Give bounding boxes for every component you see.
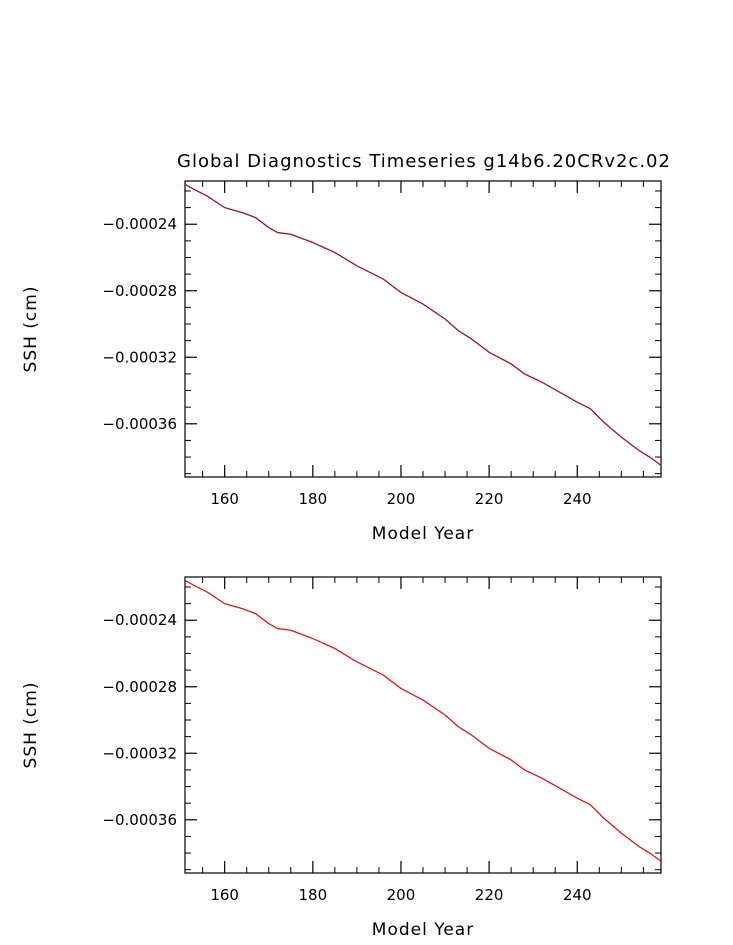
top-x-tick-label: 220 (475, 490, 504, 508)
bottom-plot-frame (184, 576, 662, 874)
top-x-tick-label: 200 (387, 490, 416, 508)
bottom-x-tick-label: 160 (210, 886, 239, 904)
top-x-tick-label: 240 (563, 490, 592, 508)
top-y-tick-label: −0.00036 (102, 415, 177, 433)
chart-title: Global Diagnostics Timeseries g14b6.20CR… (177, 151, 671, 172)
top-x-tick-label: 180 (298, 490, 327, 508)
bottom-y-tick-label: −0.00024 (102, 611, 177, 629)
bottom-y-tick-label: −0.00036 (102, 811, 177, 829)
top-chart-panel: 160 180 200 220 240 −0.00024 −0.00028 −0.00032 −… (21, 180, 662, 544)
top-series-line (184, 183, 662, 466)
bottom-chart-panel: 160 180 200 220 240 −0.00024 −0.00028 −0.00032 −… (21, 576, 662, 940)
top-plot-frame (184, 180, 662, 478)
bottom-x-tick-label: 220 (475, 886, 504, 904)
top-x-axis-title: Model Year (372, 524, 474, 544)
bottom-series-line (184, 579, 662, 862)
bottom-x-tick-label: 240 (563, 886, 592, 904)
top-y-tick-label: −0.00024 (102, 215, 177, 233)
bottom-y-tick-label: −0.00032 (102, 744, 177, 762)
bottom-x-tick-label: 180 (298, 886, 327, 904)
top-y-axis-title: SSH (cm) (21, 286, 41, 373)
bottom-x-axis-title: Model Year (372, 920, 474, 940)
top-x-tick-label: 160 (210, 490, 239, 508)
bottom-y-tick-label: −0.00028 (102, 678, 177, 696)
bottom-y-axis-title: SSH (cm) (21, 682, 41, 769)
bottom-x-tick-label: 200 (387, 886, 416, 904)
top-y-tick-label: −0.00028 (102, 282, 177, 300)
top-y-tick-label: −0.00032 (102, 348, 177, 366)
